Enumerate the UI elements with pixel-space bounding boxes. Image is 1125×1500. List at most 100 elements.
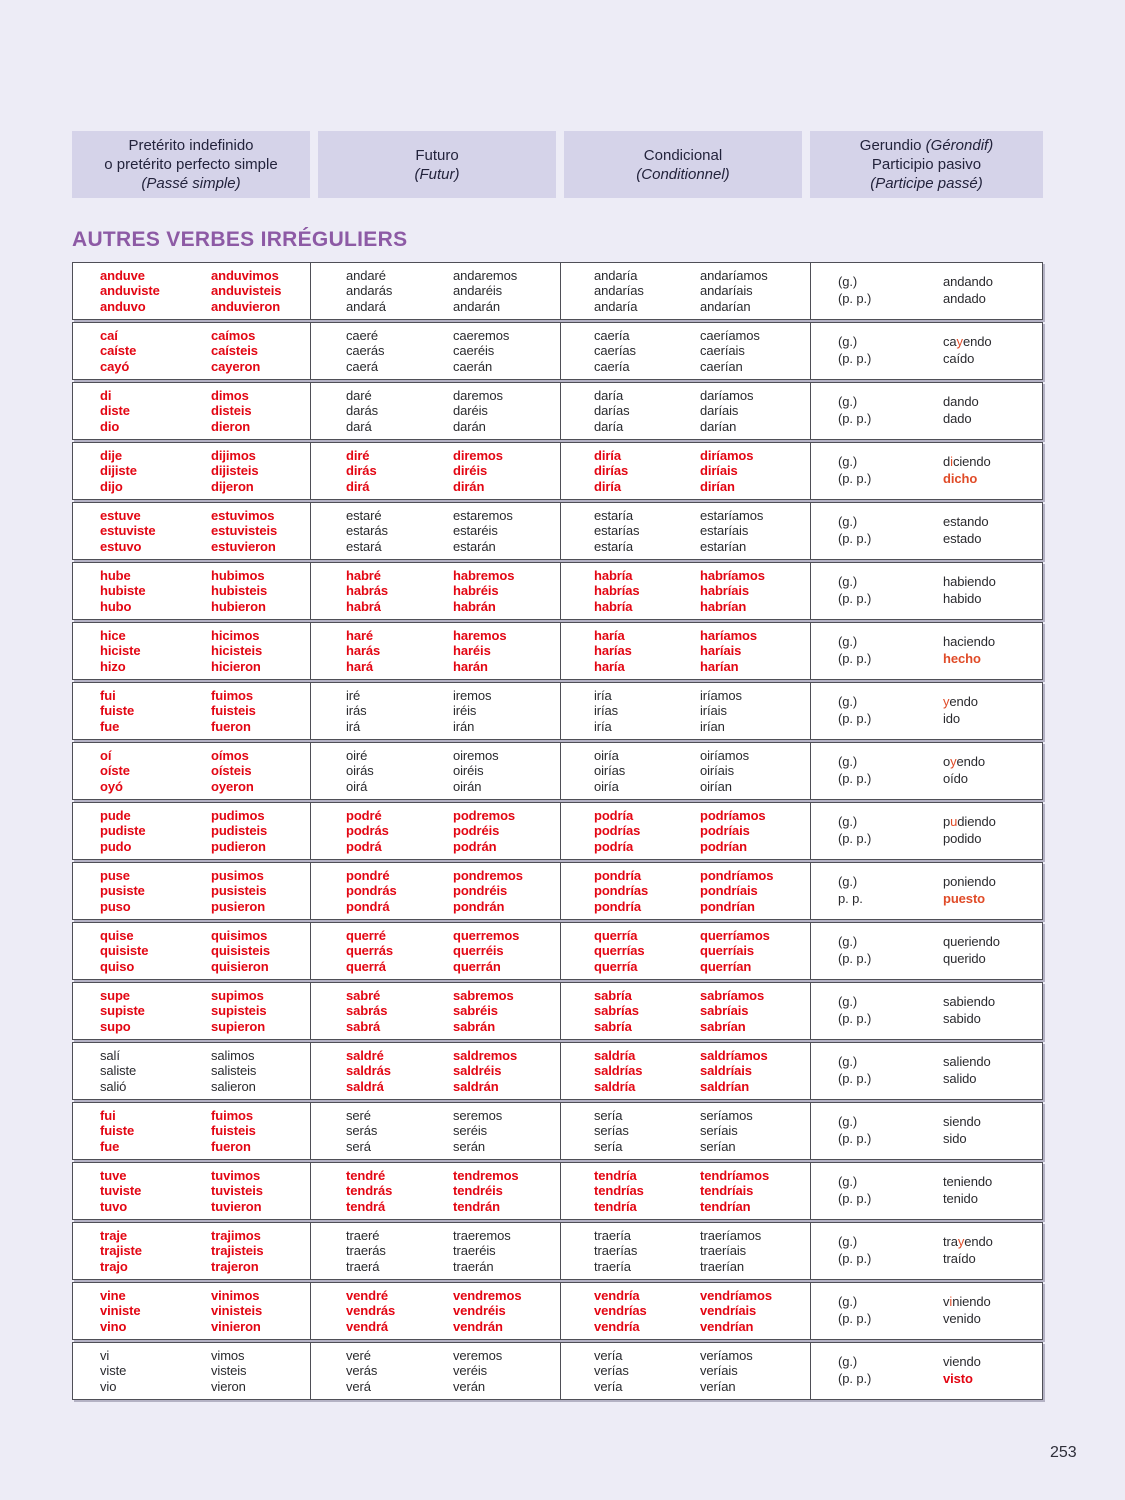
gerund-labels-column: (g.) (p. p.) [838, 1354, 871, 1387]
future-cell: andaré andarás andará andaremos andaréis and… [311, 263, 561, 319]
verb-form: sabríais [700, 1003, 749, 1019]
verb-form: oiríais [700, 763, 734, 779]
verb-form: tuvieron [211, 1198, 262, 1214]
future-singular-column: habré habrás habrá [346, 568, 388, 614]
verb-form: pondremos [453, 868, 523, 883]
verb-form: querrías [594, 943, 645, 959]
verb-form: pusisteis [211, 883, 267, 899]
verb-form: fuisteis [211, 1123, 256, 1139]
preterite-cell: traje trajiste trajo trajimos trajisteis tra… [73, 1223, 311, 1279]
verb-table: anduve anduviste anduvo anduvimos anduviste… [72, 262, 1043, 1402]
verb-form: (p. p.) [838, 1190, 872, 1206]
gerund-participle-cell: (g.) (p. p.) viniendo venido [811, 1283, 1042, 1339]
verb-form: (g.) [838, 1114, 858, 1129]
verb-form: habríais [700, 583, 750, 599]
verb-form: daréis [453, 403, 488, 419]
future-plural-column: iremos iréis irán [453, 688, 492, 734]
verb-form: vendríais [700, 1303, 757, 1319]
verb-form: diré [346, 448, 370, 463]
header-text-line: Participio pasivo [871, 156, 982, 173]
verb-form: hubisteis [211, 583, 268, 599]
verb-form: andaríamos [700, 268, 768, 283]
verb-form: estará [346, 538, 382, 554]
verb-form: podría [594, 808, 634, 823]
verb-form: seré [346, 1108, 371, 1123]
verb-form: dimos [211, 388, 249, 403]
header-column-1: Futuro (Futur) [318, 131, 556, 198]
verb-form: hará [346, 658, 374, 674]
participle-form: dicho [943, 470, 978, 486]
preterite-cell: anduve anduviste anduvo anduvimos anduviste… [73, 263, 311, 319]
verb-form: dijo [100, 478, 123, 494]
preterite-singular-column: salí saliste salió [100, 1048, 136, 1094]
verb-form: vendrán [453, 1318, 503, 1334]
verb-form: pondrás [346, 883, 397, 899]
verb-form: verán [453, 1378, 486, 1394]
verb-form: caísteis [211, 343, 258, 359]
gerund-participle-cell: (g.) (p. p.) saliendo salido [811, 1043, 1042, 1099]
future-cell: iré irás irá iremos iréis irán [311, 683, 561, 739]
future-singular-column: seré serás será [346, 1108, 377, 1154]
verb-form: traeremos [453, 1228, 511, 1243]
verb-form: querré [346, 928, 386, 943]
verb-form: di [100, 388, 112, 403]
verb-form: iría [594, 688, 612, 703]
verb-form: habrás [346, 583, 389, 599]
header-column-2: Condicional (Conditionnel) [564, 131, 802, 198]
preterite-singular-column: anduve anduviste anduvo [100, 268, 160, 314]
gerund-form: diciendo [943, 454, 991, 469]
verb-form: tendréis [453, 1183, 503, 1199]
verb-form: (p. p.) [838, 950, 872, 966]
verb-form: iríamos [700, 688, 742, 703]
verb-form: caeríais [700, 343, 745, 359]
future-cell: tendré tendrás tendrá tendremos tendréis ten… [311, 1163, 561, 1219]
verb-form: sabrías [594, 1003, 639, 1019]
future-singular-column: pondré pondrás pondrá [346, 868, 397, 914]
future-cell: vendré vendrás vendrá vendremos vendréis ven… [311, 1283, 561, 1339]
verb-form: querrás [346, 943, 393, 959]
verb-form: saldréis [453, 1063, 502, 1079]
verb-form: seremos [453, 1108, 503, 1123]
gerund-form: habiendo [943, 574, 996, 589]
verb-form: quisimos [211, 928, 268, 943]
verb-form: traería [594, 1258, 631, 1274]
verb-form: habrías [594, 583, 640, 599]
header-text-line: (Participe passé) [870, 175, 983, 192]
gerund-forms-column: oyendo oído [943, 754, 985, 787]
gerund-participle-cell: (g.) (p. p.) haciendo hecho [811, 623, 1042, 679]
verb-form: querrán [453, 958, 501, 974]
verb-form: podrán [453, 838, 497, 854]
verb-form: haré [346, 628, 374, 643]
verb-form: seríais [700, 1123, 738, 1139]
verb-form: saldría [594, 1078, 636, 1094]
verb-row: dije dijiste dijo dijimos dijisteis dijeron … [72, 442, 1043, 500]
gerund-labels-column: (g.) (p. p.) [838, 754, 871, 787]
verb-form: tendrías [594, 1183, 644, 1199]
preterite-plural-column: anduvimos anduvisteis anduvieron [211, 268, 282, 314]
future-singular-column: saldré saldrás saldrá [346, 1048, 391, 1094]
verb-form: dijimos [211, 448, 256, 463]
header-text-line: Condicional [643, 146, 723, 164]
verb-form: tendría [594, 1198, 637, 1214]
verb-form: podrías [594, 823, 641, 839]
future-plural-column: pondremos pondréis pondrán [453, 868, 523, 914]
verb-form: vendremos [453, 1288, 522, 1303]
verb-form: estaría [594, 538, 634, 554]
verb-form: harás [346, 643, 381, 659]
verb-form: tuvimos [211, 1168, 261, 1183]
conditional-cell: querría querrías querría querríamos querría… [561, 923, 811, 979]
verb-form: diste [100, 403, 130, 419]
header-text-line: Futuro [415, 146, 459, 164]
verb-form: andarían [700, 298, 751, 314]
verb-form: irías [594, 703, 619, 719]
preterite-plural-column: quisimos quisisteis quisieron [211, 928, 270, 974]
verb-form: salisteis [211, 1063, 257, 1079]
gerund-participle-cell: (g.) (p. p.) andando andado [811, 263, 1042, 319]
future-cell: saldré saldrás saldrá saldremos saldréis sal… [311, 1043, 561, 1099]
verb-form: dieron [211, 418, 251, 434]
conditional-plural-column: estaríamos estaríais estarían [700, 508, 763, 554]
gerund-forms-column: teniendo tenido [943, 1174, 992, 1207]
verb-form: querremos [453, 928, 520, 943]
verb-form: harían [700, 658, 739, 674]
conditional-cell: estaría estarías estaría estaríamos estaría… [561, 503, 811, 559]
